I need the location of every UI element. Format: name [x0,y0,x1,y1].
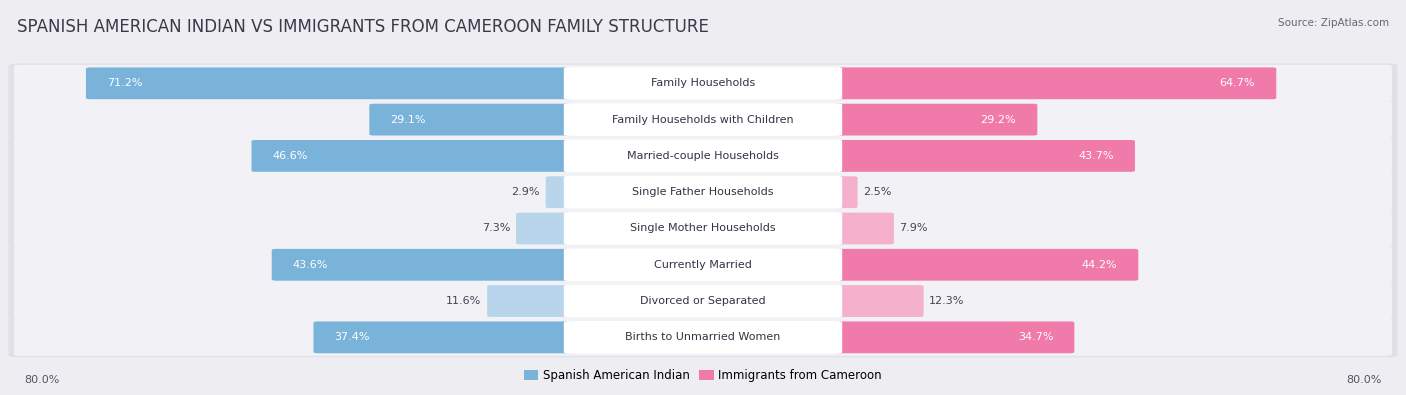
FancyBboxPatch shape [14,174,1392,211]
FancyBboxPatch shape [516,213,574,245]
FancyBboxPatch shape [832,322,1074,353]
Text: Single Mother Households: Single Mother Households [630,224,776,233]
Text: 2.5%: 2.5% [863,187,891,197]
FancyBboxPatch shape [564,248,842,281]
FancyBboxPatch shape [14,101,1392,138]
FancyBboxPatch shape [8,100,1398,139]
Text: 44.2%: 44.2% [1081,260,1118,270]
Text: Currently Married: Currently Married [654,260,752,270]
FancyBboxPatch shape [832,68,1277,99]
Text: 80.0%: 80.0% [1347,375,1382,385]
FancyBboxPatch shape [546,176,574,208]
FancyBboxPatch shape [14,65,1392,102]
FancyBboxPatch shape [832,104,1038,135]
FancyBboxPatch shape [8,281,1398,321]
FancyBboxPatch shape [271,249,574,281]
Text: 34.7%: 34.7% [1018,332,1053,342]
FancyBboxPatch shape [8,172,1398,212]
Text: Single Father Households: Single Father Households [633,187,773,197]
FancyBboxPatch shape [832,213,894,245]
FancyBboxPatch shape [564,103,842,136]
Text: Source: ZipAtlas.com: Source: ZipAtlas.com [1278,18,1389,28]
FancyBboxPatch shape [486,285,574,317]
FancyBboxPatch shape [14,210,1392,247]
Text: 7.3%: 7.3% [482,224,510,233]
Text: SPANISH AMERICAN INDIAN VS IMMIGRANTS FROM CAMEROON FAMILY STRUCTURE: SPANISH AMERICAN INDIAN VS IMMIGRANTS FR… [17,18,709,36]
Text: Family Households: Family Households [651,78,755,88]
Text: 2.9%: 2.9% [512,187,540,197]
Text: 11.6%: 11.6% [446,296,481,306]
FancyBboxPatch shape [832,285,924,317]
Text: Births to Unmarried Women: Births to Unmarried Women [626,332,780,342]
Text: 12.3%: 12.3% [929,296,965,306]
FancyBboxPatch shape [8,318,1398,357]
FancyBboxPatch shape [14,246,1392,283]
FancyBboxPatch shape [314,322,574,353]
FancyBboxPatch shape [14,137,1392,175]
Text: Married-couple Households: Married-couple Households [627,151,779,161]
FancyBboxPatch shape [86,68,574,99]
FancyBboxPatch shape [8,136,1398,176]
FancyBboxPatch shape [14,282,1392,320]
FancyBboxPatch shape [8,64,1398,103]
FancyBboxPatch shape [832,140,1135,172]
Text: 71.2%: 71.2% [107,78,142,88]
Text: 29.2%: 29.2% [980,115,1017,124]
FancyBboxPatch shape [832,176,858,208]
FancyBboxPatch shape [564,67,842,100]
FancyBboxPatch shape [252,140,574,172]
FancyBboxPatch shape [14,319,1392,356]
FancyBboxPatch shape [832,249,1139,281]
Text: 7.9%: 7.9% [900,224,928,233]
FancyBboxPatch shape [564,321,842,354]
Text: Divorced or Separated: Divorced or Separated [640,296,766,306]
FancyBboxPatch shape [8,209,1398,248]
FancyBboxPatch shape [370,104,574,135]
FancyBboxPatch shape [564,285,842,317]
Text: 29.1%: 29.1% [391,115,426,124]
Text: 46.6%: 46.6% [273,151,308,161]
Text: 43.6%: 43.6% [292,260,328,270]
Text: 80.0%: 80.0% [24,375,59,385]
Text: 64.7%: 64.7% [1220,78,1256,88]
FancyBboxPatch shape [564,212,842,245]
FancyBboxPatch shape [564,176,842,209]
Text: 37.4%: 37.4% [335,332,370,342]
FancyBboxPatch shape [564,139,842,172]
Text: 43.7%: 43.7% [1078,151,1114,161]
Legend: Spanish American Indian, Immigrants from Cameroon: Spanish American Indian, Immigrants from… [519,365,887,387]
FancyBboxPatch shape [8,245,1398,284]
Text: Family Households with Children: Family Households with Children [612,115,794,124]
